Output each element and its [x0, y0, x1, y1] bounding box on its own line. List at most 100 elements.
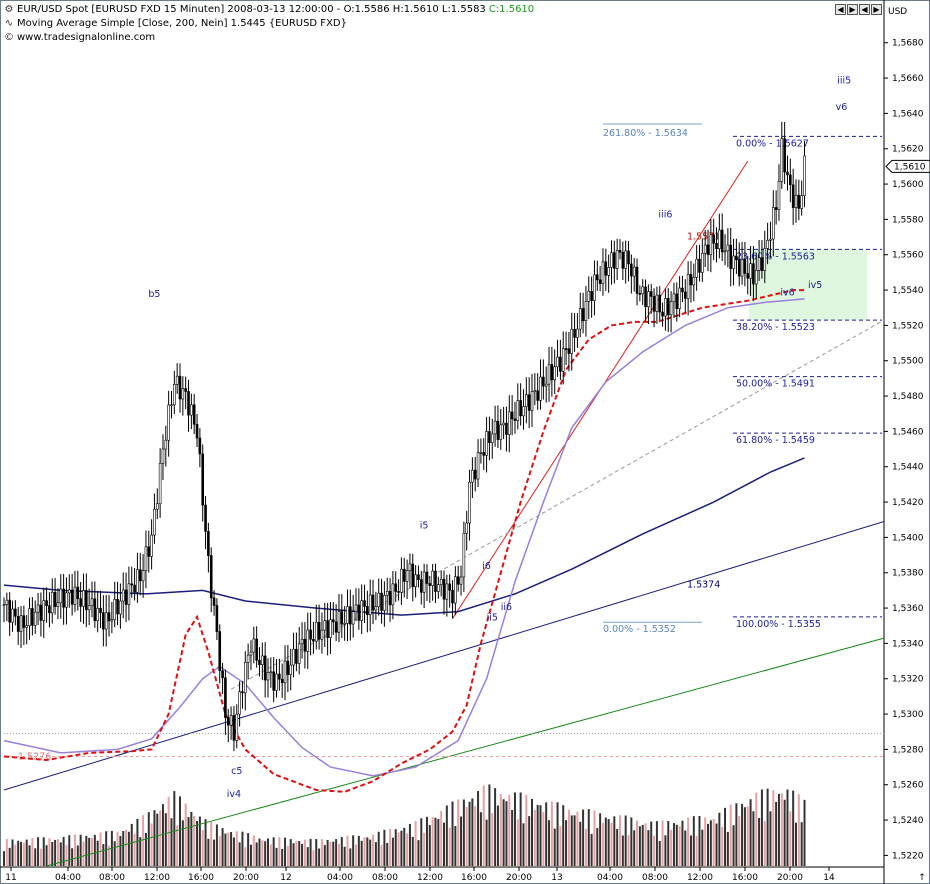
header-line-2: ∿ Moving Average Simple [Close, 200, Nei…: [4, 17, 534, 31]
candle-body: [368, 594, 372, 615]
candle-body: [613, 252, 616, 269]
candle-body: [16, 616, 20, 632]
candle-body: [641, 286, 645, 295]
candle-body: [102, 612, 105, 630]
candle-body: [559, 356, 562, 372]
candle-body: [127, 583, 131, 605]
candle-body: [300, 638, 304, 645]
x-tick-label: 13: [551, 873, 562, 883]
candle-body: [99, 607, 102, 614]
wave-label: ii5: [487, 612, 498, 623]
candle-body: [649, 291, 653, 297]
candle-body: [400, 568, 403, 593]
candle-body: [780, 138, 784, 182]
candle-body: [510, 411, 514, 420]
candle-body: [618, 250, 622, 253]
wave-label: b5: [148, 289, 160, 300]
candle-body: [155, 503, 159, 510]
candle-body: [417, 574, 420, 580]
candle-body: [11, 608, 14, 623]
y-tick-label: 1,5420: [892, 498, 924, 508]
candle-body: [380, 592, 383, 611]
candle-body: [749, 263, 752, 279]
candle-body: [789, 174, 792, 186]
candle-body: [207, 531, 210, 556]
candle-body: [363, 600, 366, 607]
candle-body: [8, 599, 11, 623]
candle-body: [590, 291, 593, 301]
candle-body: [104, 612, 108, 630]
candle-body: [595, 274, 599, 281]
fib-level-label: 38.20% - 1.5523: [736, 322, 815, 333]
nav-right-button-2[interactable]: ▶: [871, 4, 882, 15]
candle-body: [627, 250, 630, 265]
candle-body: [729, 244, 733, 269]
candle-body: [283, 660, 287, 684]
candle-body: [505, 422, 508, 435]
y-tick-label: 1,5380: [892, 569, 924, 579]
wave-label: iii6: [658, 210, 672, 221]
y-tick-label: 1,5620: [892, 145, 924, 155]
candle-body: [241, 691, 244, 694]
candle-body: [42, 600, 46, 621]
candle-body: [536, 390, 539, 401]
candle-body: [204, 504, 207, 532]
nav-right-button-1[interactable]: ▶: [847, 4, 858, 15]
candle-body: [718, 229, 721, 250]
y-tick-label: 1,5320: [892, 675, 924, 685]
x-tick-label: 04:00: [597, 873, 623, 883]
candle-body: [229, 715, 233, 726]
nav-left-button-1[interactable]: ◀: [835, 4, 846, 15]
fib-level-label: 61.80% - 1.5459: [736, 435, 815, 446]
price-label: 1.5571: [687, 231, 720, 242]
candle-body: [110, 619, 114, 622]
candle-body: [428, 583, 432, 586]
candle-body: [581, 308, 585, 322]
fib-level-label: 100.00% - 1.5355: [736, 619, 821, 630]
candle-body: [434, 570, 437, 592]
candle-body: [235, 713, 239, 741]
candle-body: [712, 234, 715, 244]
candle-body: [184, 388, 187, 392]
candle-body: [340, 611, 344, 625]
y-tick-label: 1,5340: [892, 639, 924, 649]
candle-body: [374, 606, 378, 611]
settings-icon[interactable]: ⚙: [4, 4, 14, 15]
candle-body: [476, 452, 480, 480]
candle-body: [556, 356, 559, 368]
candle-body: [366, 606, 369, 615]
candle-body: [349, 606, 352, 625]
candle-body: [124, 589, 128, 605]
candle-body: [683, 291, 687, 299]
candle-body: [326, 620, 329, 638]
candle-body: [530, 391, 534, 411]
candle-body: [141, 570, 145, 582]
candle-body: [119, 600, 122, 615]
candle-body: [791, 184, 795, 208]
candle-body: [576, 328, 579, 338]
candle-body: [31, 608, 34, 626]
candle-body: [720, 229, 724, 253]
nav-left-button-2[interactable]: ◀: [859, 4, 870, 15]
x-tick-label: 12: [280, 873, 291, 883]
candle-body: [570, 328, 574, 354]
candle-body: [269, 671, 273, 674]
x-tick-label: 08:00: [372, 873, 398, 883]
candle-body: [258, 659, 261, 665]
y-tick-label: 1,5280: [892, 745, 924, 755]
candle-body: [33, 611, 37, 626]
candle-body: [93, 598, 97, 622]
candle-body: [144, 546, 148, 571]
candle-body: [22, 615, 26, 628]
header-indicator-text: Moving Average Simple [Close, 200, Nein]…: [17, 18, 347, 29]
candle-body: [39, 604, 43, 621]
candle-body: [173, 384, 176, 406]
indicator-icon[interactable]: ∿: [4, 18, 14, 29]
candle-body: [422, 571, 426, 593]
candle-body: [309, 629, 312, 640]
candle-body: [601, 261, 605, 284]
candle-body: [402, 568, 406, 582]
x-tick-label: 20:00: [777, 873, 803, 883]
candle-body: [686, 274, 690, 299]
